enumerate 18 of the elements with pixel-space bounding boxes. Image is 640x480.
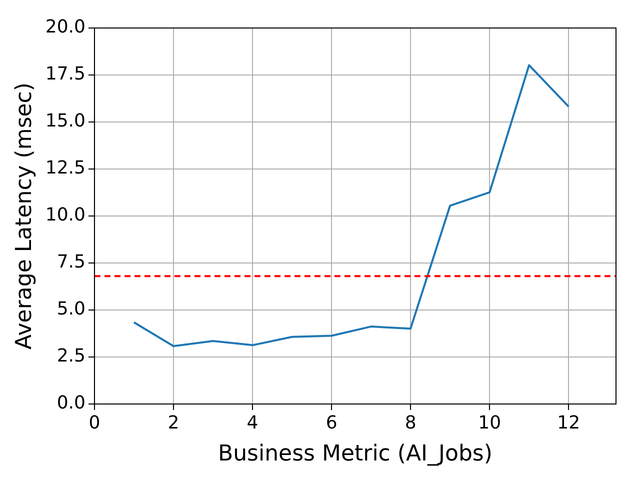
y-tick-label: 15.0: [45, 110, 86, 132]
y-tick-label: 17.5: [45, 64, 86, 85]
x-tick-label: 12: [557, 412, 580, 434]
x-tick-label: 6: [326, 412, 338, 434]
x-tick-label: 2: [168, 412, 180, 434]
y-axis-title: Average Latency (msec): [12, 82, 37, 350]
y-tick-label: 12.5: [45, 158, 86, 179]
x-tick-label: 0: [88, 412, 100, 434]
y-tick-label: 7.5: [56, 252, 86, 273]
x-tick-label: 10: [478, 412, 502, 434]
y-tick-label: 0.0: [56, 392, 86, 414]
x-axis-title: Business Metric (AI_Jobs): [218, 442, 492, 467]
y-tick-label: 2.5: [56, 346, 86, 367]
y-tick-label: 20.0: [45, 16, 86, 38]
x-tick-label: 4: [246, 412, 258, 434]
x-tick-label: 8: [404, 412, 416, 434]
y-tick-label: 5.0: [56, 298, 86, 320]
y-tick-label: 10.0: [45, 204, 86, 226]
